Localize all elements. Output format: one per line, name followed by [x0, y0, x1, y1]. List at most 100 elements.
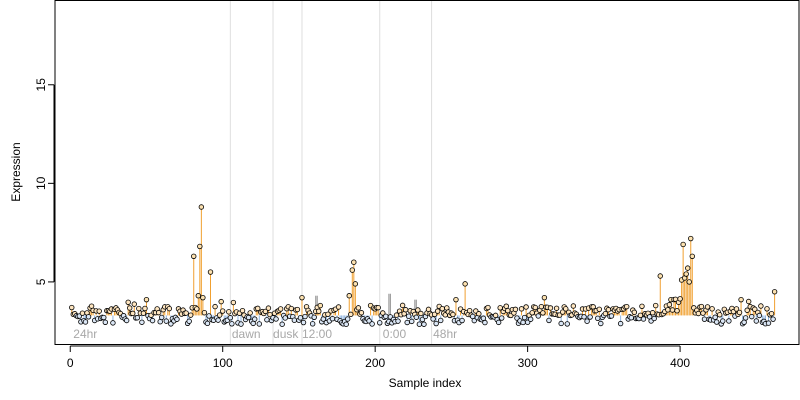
data-point: [227, 315, 234, 321]
data-point: [69, 304, 75, 311]
data-point: [462, 281, 468, 287]
region-label: dusk: [273, 327, 299, 341]
data-point: [416, 321, 423, 327]
data-point: [527, 316, 534, 322]
data-point: [628, 314, 634, 321]
data-point: [216, 312, 223, 318]
data-point: [529, 310, 535, 316]
data-point: [300, 319, 307, 326]
data-point: [140, 310, 147, 316]
data-point: [409, 318, 415, 325]
data-point: [191, 253, 197, 259]
data-point: [101, 314, 107, 321]
data-point: [264, 317, 270, 323]
data-point: [136, 305, 142, 312]
data-point: [200, 294, 206, 301]
data-point: [745, 298, 752, 305]
data-point: [512, 306, 519, 313]
data-point: [518, 306, 525, 312]
data-point: [430, 316, 436, 322]
data-point: [587, 314, 593, 320]
data-point: [689, 253, 695, 259]
data-point: [277, 306, 284, 312]
data-point: [608, 313, 615, 319]
data-point: [665, 307, 671, 313]
data-point: [499, 315, 505, 321]
data-point: [764, 306, 770, 312]
data-point: [434, 308, 441, 314]
data-point: [563, 306, 569, 312]
data-point: [535, 313, 541, 319]
data-point: [439, 305, 445, 312]
y-axis: 5 10 15: [34, 78, 55, 285]
data-point: [352, 281, 359, 287]
data-point: [453, 296, 459, 303]
data-point: [720, 318, 726, 324]
data-point: [262, 308, 269, 315]
data-point: [704, 304, 711, 310]
data-point: [317, 302, 323, 309]
region-label: 24hr: [73, 327, 97, 341]
data-point: [85, 314, 92, 320]
data-point: [570, 303, 577, 309]
data-point: [433, 320, 439, 327]
data-point: [521, 314, 528, 321]
data-point: [652, 302, 659, 309]
region-label: 12:00: [302, 327, 332, 341]
data-point: [476, 311, 482, 317]
data-point: [186, 318, 192, 324]
region-label: 0:00: [383, 327, 407, 341]
region-label: 48hr: [433, 327, 457, 341]
data-point: [683, 271, 689, 277]
data-point: [649, 310, 656, 316]
data-point: [220, 308, 226, 314]
data-point: [742, 315, 749, 321]
data-point: [559, 309, 566, 315]
data-point: [183, 310, 189, 316]
data-point: [245, 314, 252, 321]
data-point: [325, 311, 331, 317]
data-point: [541, 294, 548, 301]
data-point: [247, 310, 253, 316]
data-point: [726, 318, 732, 324]
x-tick-label: 200: [365, 356, 385, 370]
data-point: [204, 320, 211, 327]
data-point: [701, 316, 708, 322]
data-point: [218, 298, 224, 305]
data-point: [299, 294, 305, 301]
data-point: [581, 314, 587, 320]
data-point: [96, 308, 102, 314]
x-axis-label: Sample index: [389, 376, 462, 390]
data-point: [256, 321, 262, 327]
data-point: [297, 315, 304, 321]
x-axis: 0 100 200 300 400: [67, 345, 690, 370]
data-point: [698, 303, 705, 310]
plot-frame: [54, 0, 800, 345]
data-point: [415, 307, 421, 313]
data-point: [617, 320, 624, 327]
data-point: [482, 319, 488, 326]
data-point: [194, 306, 200, 312]
data-point: [596, 306, 602, 312]
data-point: [685, 265, 691, 271]
data-point: [155, 309, 162, 316]
y-tick-label: 5: [34, 278, 48, 285]
data-point: [255, 305, 261, 312]
data-point: [195, 293, 202, 299]
data-point: [688, 235, 694, 242]
data-point: [640, 316, 647, 322]
data-point: [316, 308, 322, 314]
data-point: [383, 313, 389, 320]
data-point: [758, 303, 764, 309]
data-point: [602, 310, 609, 317]
data-point: [238, 321, 244, 327]
data-point: [651, 315, 657, 322]
data-point: [733, 306, 740, 312]
data-point: [395, 318, 401, 324]
data-point: [538, 303, 545, 310]
data-point: [206, 313, 212, 319]
data-point: [680, 241, 686, 248]
data-point: [756, 312, 763, 319]
data-point: [639, 303, 645, 309]
data-point: [503, 303, 509, 309]
